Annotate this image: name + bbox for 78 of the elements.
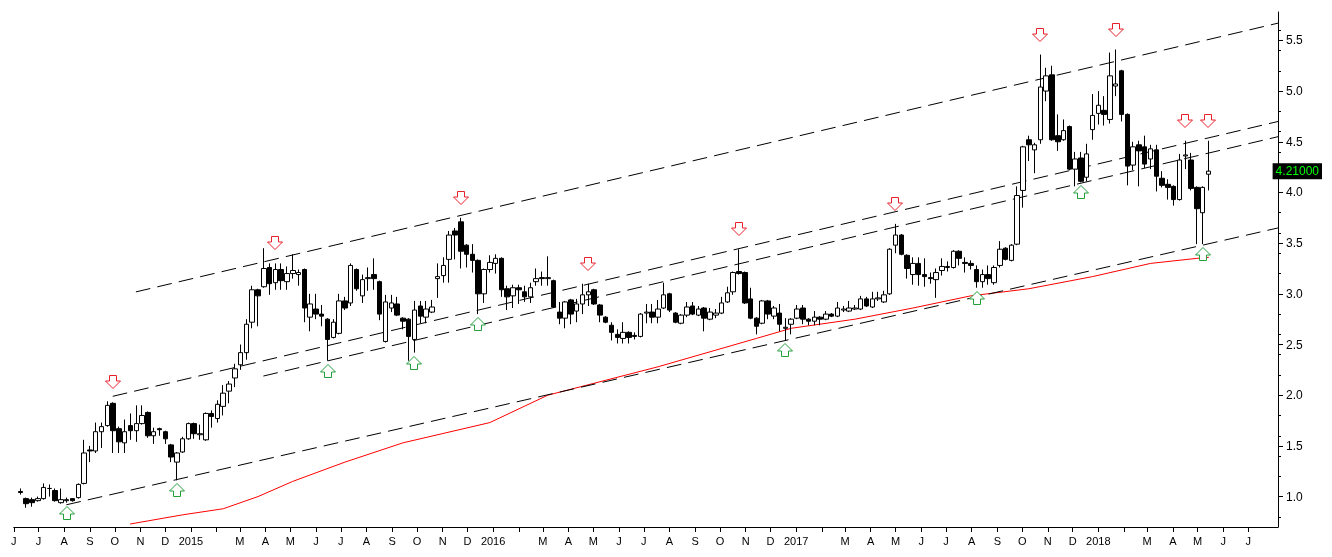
candlestick: [788, 317, 794, 335]
x-tick-label: M: [285, 534, 295, 547]
x-tick-label: J: [918, 534, 924, 547]
x-tick-label: N: [136, 534, 145, 547]
candlestick: [226, 380, 232, 404]
x-tick-label: A: [665, 534, 674, 547]
x-tick-label: N: [438, 534, 447, 547]
x-tick-label: J: [1245, 534, 1251, 547]
x-tick-label: A: [564, 534, 573, 547]
y-tick-label: 5.5: [1286, 33, 1304, 48]
candlestick: [603, 315, 608, 324]
x-tick-label: J: [641, 534, 647, 547]
x-tick-label: S: [691, 534, 699, 547]
y-tick-label: 1.0: [1286, 489, 1304, 504]
x-tick-label: M: [1142, 534, 1152, 547]
annotation: 4.21000: [1275, 164, 1320, 179]
x-tick-label: S: [86, 534, 94, 547]
x-tick-label: D: [161, 534, 170, 547]
candlestick: [81, 439, 87, 485]
x-tick-label: D: [463, 534, 472, 547]
x-tick-label: O: [110, 534, 120, 547]
x-tick-label: J: [313, 534, 319, 547]
candlestick: [157, 427, 162, 437]
x-tick-label: J: [11, 534, 17, 547]
x-tick-label: D: [766, 534, 775, 547]
y-tick-label: 5.0: [1286, 84, 1304, 99]
x-tick-label: J: [35, 534, 42, 547]
x-tick-label: A: [967, 534, 976, 547]
x-tick-label: D: [1068, 534, 1077, 547]
candlestick: [1183, 140, 1188, 170]
candlestick: [609, 321, 614, 341]
y-tick-label: 3.5: [1286, 236, 1304, 251]
candlestick: [163, 430, 168, 445]
candlestick: [47, 483, 52, 498]
candlestick: [441, 256, 446, 284]
candlestick: [76, 482, 81, 500]
x-tick-label: M: [538, 534, 548, 547]
x-tick-label: A: [866, 534, 875, 547]
x-tick-label: N: [741, 534, 750, 547]
candlestick: [435, 262, 440, 299]
x-tick-label: J: [616, 534, 622, 547]
x-tick-label: A: [60, 534, 69, 547]
x-tick-label: M: [1193, 534, 1203, 547]
x-tick-label: 2015: [178, 534, 204, 547]
x-tick-label: O: [1017, 534, 1027, 547]
y-tick-label: 4.5: [1286, 134, 1304, 149]
x-tick-label: A: [362, 534, 371, 547]
x-tick-label: M: [588, 534, 598, 547]
x-tick-label: O: [715, 534, 725, 547]
candlestick: [783, 317, 788, 341]
x-tick-label: J: [338, 534, 344, 547]
y-tick-label: 2.0: [1286, 388, 1304, 403]
candlestick: [1090, 93, 1095, 141]
x-tick-label: O: [412, 534, 422, 547]
candlestick: [18, 487, 23, 496]
candlestick: [887, 247, 892, 296]
x-tick-label: M: [890, 534, 901, 547]
x-tick-label: N: [1043, 534, 1052, 547]
x-tick-label: 2017: [783, 534, 809, 547]
x-tick-label: A: [261, 534, 270, 547]
x-tick-label: 2018: [1086, 534, 1111, 547]
candlestick: [551, 279, 556, 309]
x-tick-label: J: [1220, 534, 1227, 547]
x-tick-label: S: [993, 534, 1001, 547]
candlestick: [1020, 145, 1026, 209]
x-tick-label: S: [388, 534, 396, 547]
x-tick-label: A: [1169, 534, 1178, 547]
y-tick-label: 1.5: [1286, 438, 1304, 453]
y-tick-label: 2.5: [1286, 337, 1304, 352]
y-tick-label: 3.0: [1286, 286, 1304, 301]
x-tick-label: M: [235, 534, 245, 547]
candlestick: [1206, 140, 1211, 191]
candlestick: [232, 363, 238, 388]
y-tick-label: 4.0: [1286, 185, 1304, 200]
candlestick: [1014, 185, 1020, 246]
x-tick-label: M: [840, 534, 850, 547]
x-tick-label: 2016: [480, 534, 506, 547]
x-tick-label: J: [943, 534, 949, 547]
